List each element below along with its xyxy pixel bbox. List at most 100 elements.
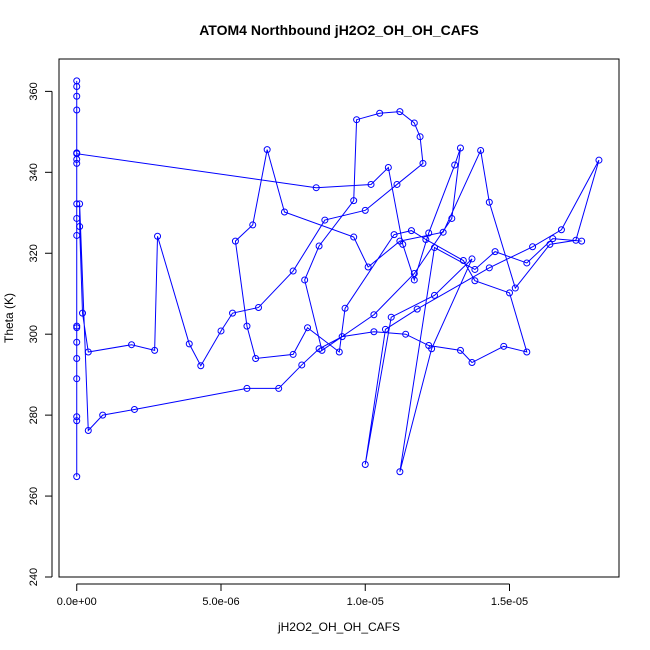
data-point (301, 276, 309, 284)
data-point (73, 106, 81, 114)
y-tick-label: 280 (28, 406, 40, 424)
data-point (390, 231, 398, 239)
data-point (73, 413, 81, 421)
data-point (396, 237, 404, 245)
data-point (73, 159, 81, 167)
data-point (381, 325, 389, 333)
data-point (289, 267, 297, 275)
data-point (73, 200, 81, 208)
y-tick-label: 300 (28, 325, 40, 343)
data-point (361, 206, 369, 214)
data-point (341, 304, 349, 312)
data-point (315, 345, 323, 353)
data-point (456, 346, 464, 354)
data-point (76, 223, 84, 231)
data-point (73, 214, 81, 222)
data-point (298, 361, 306, 369)
data-point (255, 303, 263, 311)
data-point (130, 405, 138, 413)
data-point (73, 473, 81, 481)
data-point (410, 269, 418, 277)
data-point (413, 305, 421, 313)
data-point (595, 156, 603, 164)
data-point (73, 322, 81, 330)
data-point (471, 265, 479, 273)
data-point (280, 208, 288, 216)
data-point (431, 244, 438, 252)
data-point (485, 198, 493, 206)
data-point (459, 257, 467, 265)
series-layer (73, 77, 603, 481)
data-point (315, 242, 323, 250)
data-point (76, 200, 84, 208)
data-point (523, 259, 531, 267)
data-point (321, 216, 329, 224)
data-point (73, 354, 81, 362)
data-point (370, 311, 378, 319)
data-point (289, 350, 297, 358)
data-point (422, 235, 430, 243)
y-tick-label: 240 (28, 568, 40, 586)
x-axis: 0.0e+00 5.0e-06 1.0e-05 1.5e-05 (57, 583, 528, 608)
data-point (263, 146, 271, 154)
data-point (84, 348, 92, 356)
y-tick-label: 260 (28, 487, 40, 505)
data-point (491, 248, 499, 256)
data-point (396, 468, 404, 476)
data-point (73, 417, 81, 425)
data-point (243, 384, 251, 392)
data-point (231, 237, 239, 245)
data-point (500, 342, 508, 350)
data-point (73, 338, 81, 346)
data-point (384, 163, 392, 171)
plot-frame (58, 58, 620, 578)
data-point (410, 119, 418, 127)
data-point (578, 237, 586, 245)
x-tick-label: 1.5e-05 (491, 596, 528, 608)
data-point (396, 108, 404, 116)
data-point (523, 348, 531, 356)
data-point (338, 333, 346, 341)
data-point (99, 411, 107, 419)
data-point (335, 348, 343, 356)
data-point (468, 255, 476, 263)
data-point (419, 159, 427, 167)
data-point (506, 289, 514, 297)
data-point (84, 427, 92, 434)
data-point (428, 345, 436, 353)
y-tick-label: 340 (28, 163, 40, 181)
data-point (229, 309, 237, 317)
y-axis-label: Theta (K) (2, 293, 16, 343)
data-point (367, 180, 375, 188)
plot-area (58, 58, 620, 578)
data-point (73, 231, 81, 239)
data-point (456, 144, 464, 152)
data-point (185, 340, 193, 348)
data-point (128, 341, 136, 349)
data-point (549, 235, 557, 243)
data-point (431, 291, 438, 299)
data-point (249, 221, 257, 229)
data-point (557, 226, 565, 234)
data-point (79, 309, 87, 317)
data-point (151, 346, 159, 354)
data-point (370, 328, 378, 336)
series-line (76, 80, 600, 477)
data-point (275, 384, 283, 392)
data-point (451, 161, 459, 169)
data-point (353, 116, 361, 124)
data-point (73, 77, 81, 85)
data-point (477, 146, 485, 154)
data-point (416, 133, 424, 141)
data-point (485, 264, 493, 272)
data-point (350, 197, 358, 205)
y-axis: 240 260 280 300 320 340 360 (28, 82, 53, 586)
data-point (73, 375, 81, 383)
x-tick-label: 5.0e-06 (202, 596, 239, 608)
data-point (154, 232, 162, 240)
data-point (448, 214, 456, 222)
data-point (425, 229, 433, 237)
data-point (304, 324, 312, 332)
y-tick-label: 320 (28, 244, 40, 262)
data-point (471, 277, 479, 285)
